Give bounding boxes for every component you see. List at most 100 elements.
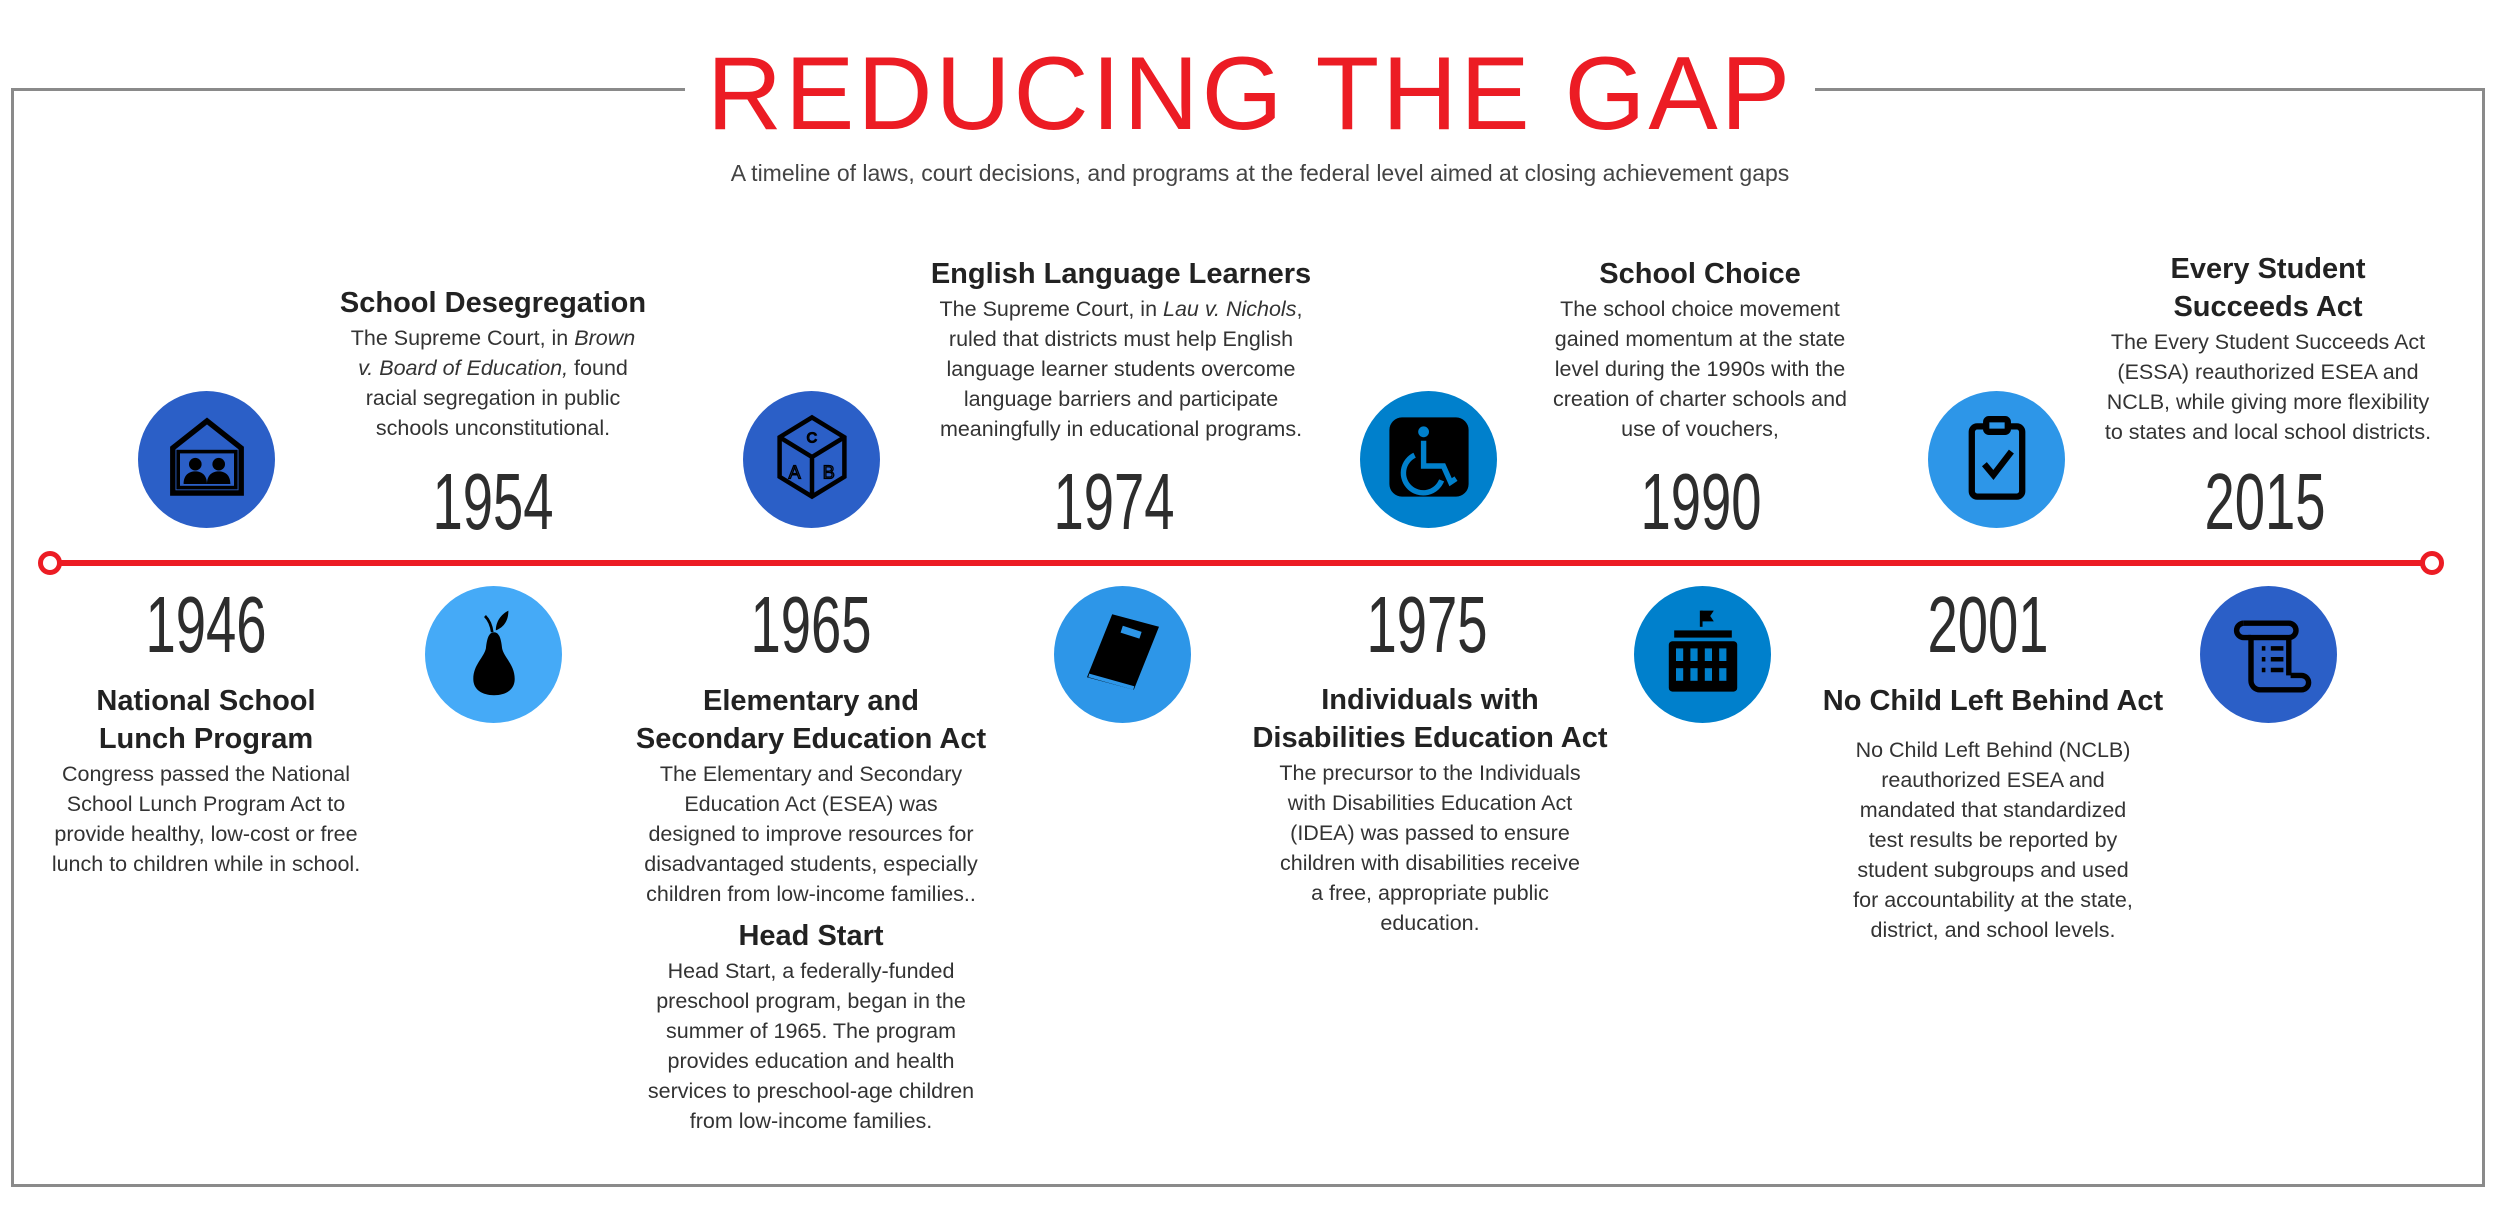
event-description-line: racial segregation in public — [233, 384, 753, 412]
text-segment: The Supreme Court, in — [350, 326, 575, 350]
event-text-block: Individuals with Disabilities Education A… — [1170, 681, 1690, 937]
event-text-block: Every Student Succeeds Act The Every Stude… — [2008, 250, 2500, 446]
event-description-line: The school choice movement — [1440, 295, 1960, 323]
event-text-block: No Child Left Behind Act No Child Left Be… — [1733, 682, 2253, 944]
event-icon-circle — [1360, 391, 1497, 528]
text-segment: preschool program, began in the — [656, 989, 966, 1013]
event-description-line: v. Board of Education, found — [233, 354, 753, 382]
timeline-line — [56, 560, 2422, 566]
event-icon-circle — [1634, 586, 1771, 723]
school-building-icon — [1658, 607, 1748, 702]
event-year: 2015 — [2204, 457, 2326, 546]
text-segment: language barriers and participate — [963, 387, 1279, 411]
text-segment: a free, appropriate public — [1311, 881, 1549, 905]
book-icon — [1078, 607, 1168, 702]
event-icon-circle — [1928, 391, 2065, 528]
event-text-block: National School Lunch Program Congress pas… — [0, 682, 466, 878]
text-segment: (IDEA) was passed to ensure — [1290, 821, 1570, 845]
event-title-line: School Choice — [1599, 258, 1801, 290]
event-description-line: creation of charter schools and — [1440, 385, 1960, 413]
event-year: 1954 — [432, 457, 554, 546]
event-description-line: No Child Left Behind (NCLB) — [1733, 736, 2253, 764]
event-description-line: The Every Student Succeeds Act — [2008, 328, 2500, 356]
event-title-line: Every Student — [2170, 253, 2366, 285]
event-description-line: from low-income families. — [551, 1107, 1071, 1135]
event-description-line: language learner students overcome — [861, 355, 1381, 383]
scroll-icon — [2224, 607, 2314, 702]
event-title-line: Secondary Education Act — [635, 723, 987, 755]
event-text-block: Elementary and Secondary Education Act The… — [551, 682, 1071, 908]
event-title-line: No Child Left Behind Act — [1822, 685, 2164, 717]
event-description-line: a free, appropriate public — [1170, 879, 1690, 907]
text-segment: racial segregation in public — [365, 386, 621, 410]
text-segment: summer of 1965. The program — [666, 1019, 956, 1043]
event-description-line: provide healthy, low-cost or free — [0, 820, 466, 848]
text-segment: schools unconstitutional. — [375, 416, 611, 440]
text-segment: Education Act (ESEA) was — [684, 792, 938, 816]
text-segment: Congress passed the National — [61, 762, 351, 786]
text-segment: language learner students overcome — [946, 357, 1296, 381]
text-segment: mandated that standardized — [1859, 798, 2127, 822]
event-title-line: Lunch Program — [98, 723, 314, 755]
event-description-line: disadvantaged students, especially — [551, 850, 1071, 878]
text-segment: The Elementary and Secondary — [659, 762, 963, 786]
text-segment: test results be reported by — [1868, 828, 2118, 852]
text-segment: from low-income families. — [689, 1109, 933, 1133]
text-segment: The precursor to the Individuals — [1279, 761, 1581, 785]
page-title: REDUCING THE GAP — [684, 38, 1816, 150]
event-description-line: education. — [1170, 909, 1690, 937]
event-description-line: The Supreme Court, in Brown — [233, 324, 753, 352]
event-description-line: student subgroups and used — [1733, 856, 2253, 884]
event-text-block: School Choice The school choice movement g… — [1440, 255, 1960, 443]
event-year: 1965 — [750, 580, 872, 669]
event-icon-circle — [425, 586, 562, 723]
text-segment: education. — [1380, 911, 1480, 935]
event-icon-circle — [138, 391, 275, 528]
text-segment: ruled that districts must help English — [948, 327, 1294, 351]
event-description-line: ruled that districts must help English — [861, 325, 1381, 353]
italic-case-name: Brown — [574, 326, 636, 350]
text-segment: Head Start, a federally-funded — [667, 959, 955, 983]
text-segment: level during the 1990s with the — [1554, 357, 1846, 381]
pear-icon — [449, 607, 539, 702]
text-segment: for accountability at the state, — [1853, 888, 2133, 912]
event-text-block: English Language Learners The Supreme Cou… — [861, 255, 1381, 443]
event-description-line: level during the 1990s with the — [1440, 355, 1960, 383]
event-title-line: Disabilities Education Act — [1252, 722, 1608, 754]
text-segment: found — [568, 356, 628, 380]
event-description-line: children from low-income families.. — [551, 880, 1071, 908]
text-segment: use of vouchers, — [1621, 417, 1779, 441]
svg-text:A: A — [788, 463, 800, 483]
text-segment: meaningfully in educational programs. — [939, 417, 1303, 441]
text-segment: NCLB, while giving more flexibility — [2106, 390, 2430, 414]
event-year: 1946 — [145, 580, 267, 669]
text-segment: lunch to children while in school. — [51, 852, 361, 876]
event-year: 1990 — [1640, 457, 1762, 546]
event-description-line: Head Start, a federally-funded — [551, 957, 1071, 985]
text-segment: provide healthy, low-cost or free — [54, 822, 358, 846]
title-wrap: REDUCING THE GAP — [0, 38, 2500, 150]
event-year: 1975 — [1366, 580, 1488, 669]
page-subtitle: A timeline of laws, court decisions, and… — [730, 160, 1790, 186]
text-segment: reauthorized ESEA and — [1881, 768, 2105, 792]
italic-case-name: Lau v. Nichols — [1163, 297, 1297, 321]
event-extra-text-block: Head Start Head Start, a federally-funded… — [551, 917, 1071, 1135]
event-description-line: for accountability at the state, — [1733, 886, 2253, 914]
event-description-line: language barriers and participate — [861, 385, 1381, 413]
event-description-line: with Disabilities Education Act — [1170, 789, 1690, 817]
event-description-line: summer of 1965. The program — [551, 1017, 1071, 1045]
text-segment: student subgroups and used — [1857, 858, 2129, 882]
text-segment: The Supreme Court, in — [939, 297, 1164, 321]
text-segment: designed to improve resources for — [648, 822, 974, 846]
event-year: 1974 — [1053, 457, 1175, 546]
event-icon-circle — [1054, 586, 1191, 723]
text-segment: gained momentum at the state — [1554, 327, 1846, 351]
event-description-line: School Lunch Program Act to — [0, 790, 466, 818]
event-title-line: Head Start — [738, 920, 884, 952]
event-description-line: use of vouchers, — [1440, 415, 1960, 443]
event-description-line: district, and school levels. — [1733, 916, 2253, 944]
event-title-line: School Desegregation — [339, 287, 647, 319]
text-segment: services to preschool-age children — [647, 1079, 975, 1103]
